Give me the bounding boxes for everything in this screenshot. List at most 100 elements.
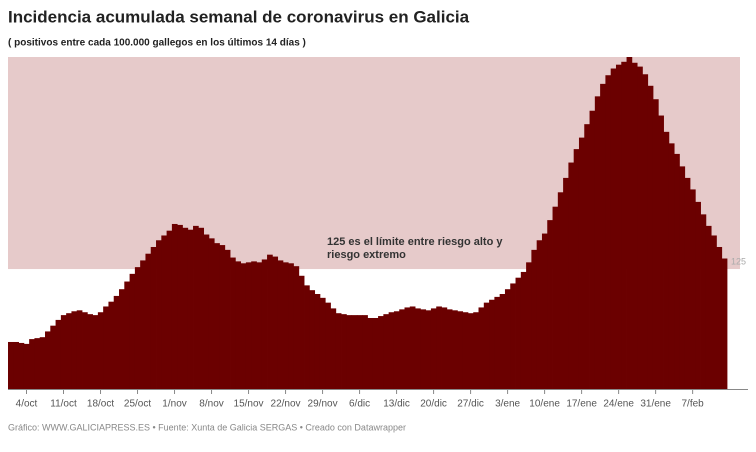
bar — [314, 294, 321, 389]
x-tick-label: 25/oct — [124, 399, 151, 410]
x-tick-label: 20/dic — [420, 399, 447, 410]
bar — [372, 317, 379, 389]
bar — [39, 337, 46, 389]
bar — [50, 325, 56, 389]
bar — [425, 310, 432, 389]
bar — [82, 312, 88, 389]
bar — [658, 115, 664, 389]
bar — [647, 85, 654, 389]
bar — [494, 296, 501, 389]
bar — [277, 260, 284, 389]
bar — [103, 306, 109, 389]
bar — [224, 249, 231, 389]
footer: Gráfico: WWW.GALICIAPRESS.ES • Fuente: X… — [8, 422, 406, 432]
bar — [66, 313, 72, 389]
x-tick-label: 7/feb — [682, 399, 705, 410]
bar — [356, 315, 363, 389]
bar — [282, 262, 289, 389]
bar — [251, 261, 257, 389]
bar — [631, 62, 638, 389]
bar — [721, 258, 728, 389]
bar — [388, 312, 395, 389]
bar — [452, 310, 458, 389]
x-tick-label: 24/ene — [603, 399, 634, 410]
bar — [108, 301, 115, 389]
bar — [145, 253, 152, 389]
bar — [362, 315, 368, 389]
x-tick-label: 15/nov — [234, 399, 264, 410]
bar — [642, 74, 649, 390]
bar — [520, 271, 527, 389]
bar — [134, 267, 141, 389]
bar — [60, 315, 67, 389]
bar — [198, 227, 205, 389]
bar — [674, 153, 680, 389]
bar — [705, 225, 712, 389]
bar — [430, 308, 437, 389]
bar — [341, 314, 347, 389]
bar — [177, 224, 183, 389]
bar — [621, 61, 627, 389]
bar — [325, 302, 331, 389]
bar — [510, 283, 516, 389]
bar — [695, 201, 701, 389]
bar — [578, 137, 585, 389]
bar — [446, 309, 453, 389]
bar — [208, 238, 215, 389]
bar — [298, 275, 305, 389]
bar — [140, 260, 146, 389]
bar — [330, 308, 337, 389]
bar — [193, 225, 199, 389]
bar — [552, 206, 559, 389]
bar — [346, 315, 353, 389]
bar — [230, 257, 236, 389]
bar — [335, 313, 342, 389]
bar — [668, 143, 675, 389]
bar — [637, 66, 643, 390]
x-tick-label: 10/ene — [529, 399, 560, 410]
bar — [97, 312, 104, 389]
bar — [441, 307, 448, 389]
bar — [171, 223, 178, 389]
bar — [716, 246, 723, 389]
bar — [367, 317, 374, 389]
bar — [541, 233, 548, 389]
bar — [393, 311, 400, 389]
bar — [399, 309, 405, 389]
bar — [113, 295, 120, 389]
bar — [87, 314, 93, 389]
x-tick-label: 1/nov — [162, 399, 186, 410]
bar — [420, 309, 427, 389]
bar — [689, 189, 696, 389]
bar — [55, 319, 62, 389]
bar — [557, 192, 564, 389]
x-tick-label: 11/oct — [50, 399, 77, 410]
bar — [245, 262, 252, 389]
bar — [600, 83, 606, 389]
bar — [652, 99, 659, 389]
bar — [467, 313, 474, 389]
bar — [383, 314, 390, 389]
bar — [531, 249, 538, 389]
bar — [45, 331, 51, 389]
bar — [573, 149, 580, 389]
bar — [610, 68, 617, 389]
bar — [615, 64, 622, 389]
bar — [489, 299, 495, 389]
bar — [129, 273, 136, 389]
bar — [504, 289, 511, 389]
bar — [267, 254, 273, 389]
bar — [18, 342, 25, 389]
bar — [13, 341, 19, 389]
bar — [319, 297, 326, 389]
bar — [663, 131, 670, 389]
bar — [568, 162, 575, 389]
bar — [119, 289, 125, 389]
bar — [684, 177, 691, 389]
annotation: 125 es el límite entre riesgo alto y — [327, 236, 503, 248]
bar — [161, 235, 168, 389]
bar — [526, 262, 532, 389]
bar — [235, 261, 242, 389]
bar — [711, 235, 717, 389]
